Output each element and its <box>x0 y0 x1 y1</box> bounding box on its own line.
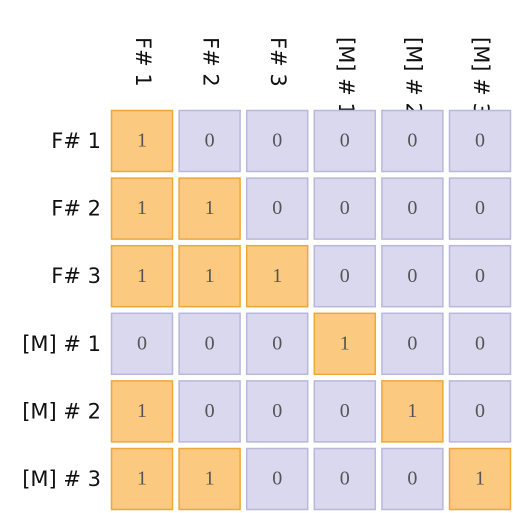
cell-value: 1 <box>475 468 485 490</box>
cell-value: 0 <box>407 197 417 219</box>
cell <box>381 447 444 511</box>
column-label: [M] # 1 <box>334 37 358 116</box>
cell-value: 0 <box>272 130 282 152</box>
row-label: [M] # 2 <box>22 399 101 423</box>
cell <box>313 380 377 443</box>
cell <box>381 380 444 443</box>
cell-value: 0 <box>407 468 417 490</box>
column-label: F# 3 <box>266 37 290 87</box>
cell-value: 0 <box>407 332 417 354</box>
row-label: F# 3 <box>51 264 101 288</box>
cell <box>245 447 309 511</box>
row-label: F# 1 <box>51 129 101 153</box>
cell <box>110 380 174 443</box>
cell <box>381 177 444 240</box>
cell <box>178 380 241 443</box>
cell <box>381 312 444 376</box>
cell-value: 1 <box>137 197 147 219</box>
cell <box>313 447 377 511</box>
column-label: F# 1 <box>131 37 155 87</box>
row-label: [M] # 3 <box>22 467 101 491</box>
cell-value: 0 <box>272 197 282 219</box>
cell <box>448 380 512 443</box>
cell-value: 1 <box>137 130 147 152</box>
cell <box>245 380 309 443</box>
cell <box>110 244 174 308</box>
cell-value: 0 <box>475 265 485 287</box>
cell <box>245 177 309 240</box>
cell-value: 0 <box>205 400 215 422</box>
cell-value: 1 <box>205 468 215 490</box>
cell <box>313 244 377 308</box>
cell-value: 0 <box>407 130 417 152</box>
cell-value: 0 <box>272 400 282 422</box>
cell <box>110 109 174 173</box>
cell <box>313 109 377 173</box>
cell-value: 0 <box>272 468 282 490</box>
cell <box>313 312 377 376</box>
cell <box>245 109 309 173</box>
cell-value: 0 <box>340 400 350 422</box>
cell-value: 1 <box>137 265 147 287</box>
cell-value: 0 <box>475 197 485 219</box>
cell-value: 0 <box>340 265 350 287</box>
cell <box>110 447 174 511</box>
cell-value: 0 <box>475 130 485 152</box>
cell-value: 0 <box>137 332 147 354</box>
cell <box>448 109 512 173</box>
cell-value: 1 <box>272 265 282 287</box>
cell-value: 1 <box>137 468 147 490</box>
column-label: [M] # 2 <box>401 37 425 116</box>
row-label: F# 2 <box>51 197 101 221</box>
cell <box>178 244 241 308</box>
cell <box>178 447 241 511</box>
column-label: F# 2 <box>199 37 223 87</box>
cell-value: 0 <box>475 400 485 422</box>
column-label: [M] # 3 <box>469 37 493 116</box>
cell <box>448 447 512 511</box>
cell <box>245 244 309 308</box>
cell <box>178 109 241 173</box>
cell <box>448 244 512 308</box>
cell <box>448 177 512 240</box>
cell-value: 1 <box>205 197 215 219</box>
cell <box>110 312 174 376</box>
cell <box>178 177 241 240</box>
cell-value: 0 <box>205 130 215 152</box>
cell-value: 0 <box>475 332 485 354</box>
cell <box>178 312 241 376</box>
cell-value: 0 <box>340 130 350 152</box>
cell <box>448 312 512 376</box>
cell-value: 1 <box>340 332 350 354</box>
cell <box>110 177 174 240</box>
cell-value: 0 <box>407 265 417 287</box>
cell-value: 1 <box>205 265 215 287</box>
cell-value: 1 <box>137 400 147 422</box>
cell-value: 1 <box>407 400 417 422</box>
cell-value: 0 <box>340 197 350 219</box>
cell <box>381 109 444 173</box>
cell <box>245 312 309 376</box>
cell-value: 0 <box>340 468 350 490</box>
cell <box>381 244 444 308</box>
row-label: [M] # 1 <box>22 332 101 356</box>
cell-value: 0 <box>205 332 215 354</box>
cell-value: 0 <box>272 332 282 354</box>
cell <box>313 177 377 240</box>
